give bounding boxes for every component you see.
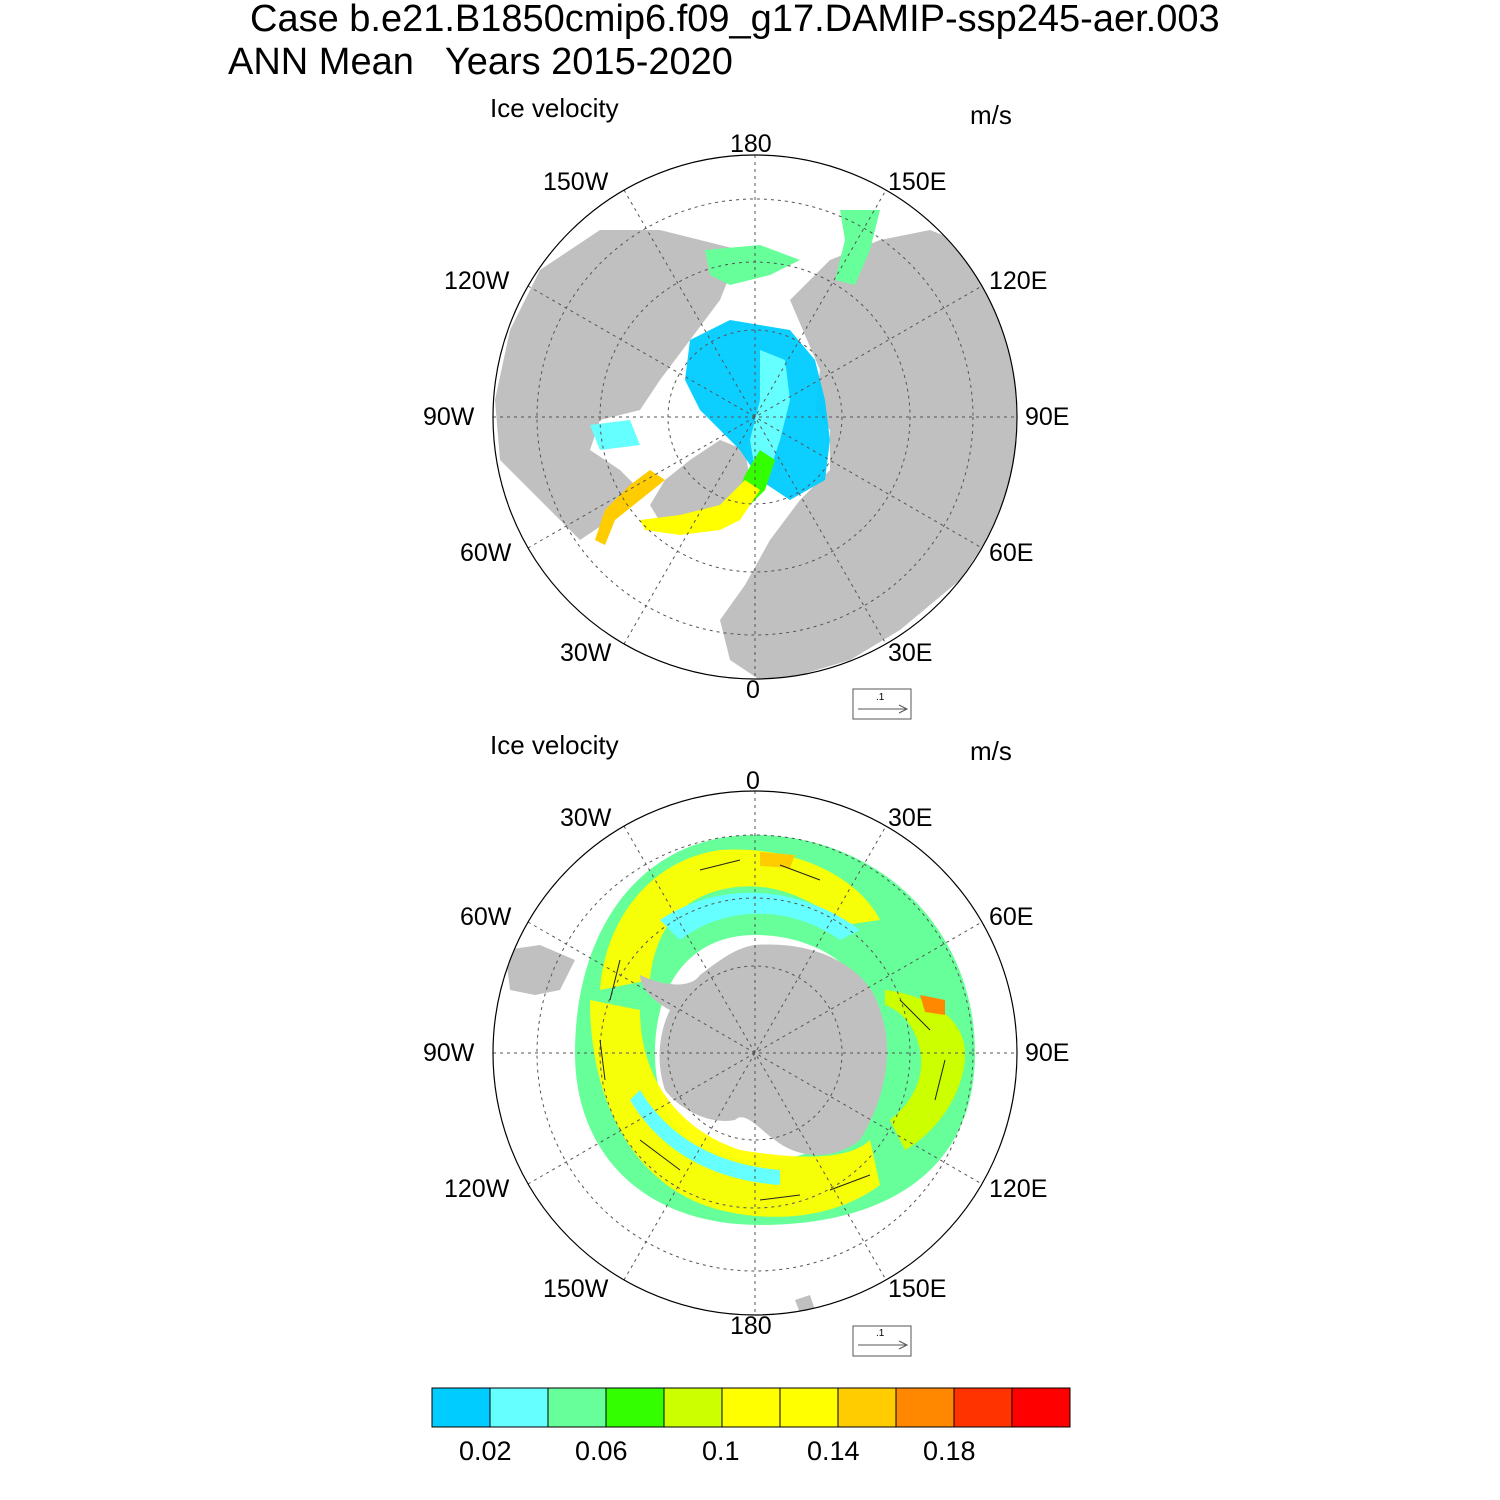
south-lon-lower-left: 120W (444, 1175, 510, 1203)
north-land-america (495, 230, 740, 540)
south-lon-lower-right: 120E (989, 1175, 1048, 1203)
north-ice-transpolar (750, 350, 790, 470)
north-panel-units: m/s (970, 100, 1012, 130)
colorbar-tick-2: 0.1 (702, 1436, 740, 1466)
south-lon-upper-right: 60E (989, 903, 1034, 931)
north-ref-vector: .1 (852, 688, 912, 720)
north-lon-upper-right: 120E (989, 267, 1048, 295)
south-panel-label: Ice velocity (490, 730, 619, 760)
south-lon-bottom: 180 (730, 1312, 772, 1340)
south-lon-top-right: 30E (888, 804, 933, 832)
south-land-south-america (505, 945, 575, 995)
colorbar-swatches (431, 1387, 1071, 1428)
south-lon-upper-left: 60W (460, 903, 512, 931)
colorbar-swatch-5 (721, 1387, 781, 1428)
south-lon-left: 90W (423, 1039, 475, 1067)
south-ice-weddell-cyan (660, 892, 860, 940)
colorbar-tick-3: 0.14 (807, 1436, 860, 1466)
colorbar-swatch-0 (431, 1387, 491, 1428)
south-polar-map: .1 (492, 790, 1018, 1357)
colorbar-tick-1: 0.06 (575, 1436, 628, 1466)
case-title: Case b.e21.B1850cmip6.f09_g17.DAMIP-ssp2… (250, 0, 1220, 40)
south-ice-ross-cyan (630, 1090, 780, 1185)
north-lon-lower-left: 60W (460, 539, 512, 567)
north-polar-map: .1 (492, 154, 1018, 720)
colorbar-swatch-7 (837, 1387, 897, 1428)
colorbar-swatch-1 (489, 1387, 549, 1428)
colorbar-swatch-6 (779, 1387, 839, 1428)
north-lon-upper-left: 120W (444, 267, 510, 295)
south-land-antarctica (640, 944, 888, 1155)
colorbar-swatch-3 (605, 1387, 665, 1428)
colorbar-swatch-10 (1011, 1387, 1071, 1428)
south-ice-east (885, 990, 965, 1150)
south-ref-vector: .1 (852, 1325, 912, 1357)
colorbar-swatch-9 (953, 1387, 1013, 1428)
south-land-new-zealand (795, 1295, 815, 1313)
colorbar-swatch-2 (547, 1387, 607, 1428)
period-title: ANN Mean Years 2015-2020 (228, 41, 733, 83)
north-ref-vector-label: .1 (876, 692, 885, 703)
north-lon-bottom-right: 30E (888, 639, 933, 667)
south-lon-top-left: 30W (560, 804, 612, 832)
north-ice-bering (705, 245, 800, 285)
north-lon-bottom: 0 (746, 676, 760, 704)
south-ice-hotspot-east (920, 995, 945, 1015)
colorbar-tick-0: 0.02 (459, 1436, 512, 1466)
south-lon-right: 90E (1025, 1039, 1070, 1067)
colorbar-swatch-4 (663, 1387, 723, 1428)
north-lon-right: 90E (1025, 403, 1070, 431)
north-lon-bottom-left: 30W (560, 639, 612, 667)
north-land-eurasia (720, 230, 1017, 679)
north-ice-east-greenland (640, 480, 760, 535)
south-ice-hotspot-weddell (760, 852, 795, 868)
north-ice-hudson (590, 420, 640, 450)
north-lon-top-right: 150E (888, 168, 947, 196)
south-ref-vector-label: .1 (876, 1328, 885, 1339)
south-panel-units: m/s (970, 736, 1012, 766)
north-lon-top: 180 (730, 130, 772, 158)
north-lon-left: 90W (423, 403, 475, 431)
south-lon-top: 0 (746, 767, 760, 795)
north-lon-top-left: 150W (543, 168, 609, 196)
south-lon-bottom-right: 150E (888, 1275, 947, 1303)
north-ice-okhotsk (835, 210, 880, 285)
north-lon-lower-right: 60E (989, 539, 1034, 567)
north-panel-label: Ice velocity (490, 93, 619, 123)
colorbar-swatch-8 (895, 1387, 955, 1428)
colorbar-tick-4: 0.18 (923, 1436, 976, 1466)
north-ice-baffin (595, 470, 665, 545)
south-lon-bottom-left: 150W (543, 1275, 609, 1303)
